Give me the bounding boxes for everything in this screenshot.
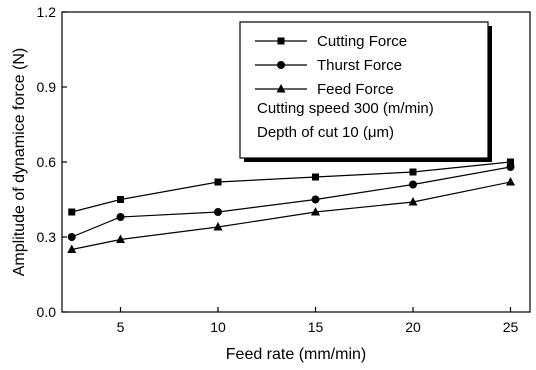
- y-tick-label: 0.6: [37, 154, 57, 170]
- data-point-cutting-force: [68, 208, 76, 216]
- series-line-thurst-force: [71, 166, 511, 238]
- data-point-thurst-force: [409, 180, 417, 189]
- x-tick-label: 10: [210, 319, 226, 335]
- data-point-feed-force: [311, 207, 320, 216]
- y-axis: 0.0 0.3 0.6 0.9 1.2: [37, 4, 67, 320]
- y-tick-label: 1.2: [37, 4, 57, 20]
- data-point-feed-force: [67, 244, 77, 253]
- x-tick-label: 5: [117, 319, 125, 335]
- x-axis-title: Feed rate (mm/min): [226, 346, 366, 363]
- legend: Cutting speed 300 (m/min) Depth of cut 1…: [239, 21, 492, 162]
- x-tick-label: 20: [405, 319, 421, 335]
- legend-note-cutting-speed: Cutting speed 300 (m/min): [257, 100, 434, 117]
- legend-marker-thurst-force: [277, 61, 285, 69]
- data-point-cutting-force: [214, 178, 222, 186]
- data-point-thurst-force: [214, 208, 222, 216]
- series-line-cutting-force: [71, 161, 511, 213]
- series-layer: [67, 158, 515, 253]
- data-point-feed-force: [213, 222, 223, 231]
- x-axis: 5 10 15 20 25: [117, 307, 519, 335]
- y-tick-label: 0.9: [37, 79, 57, 95]
- x-tick-label: 25: [503, 319, 519, 335]
- data-point-feed-force: [408, 197, 418, 206]
- data-point-thurst-force: [311, 195, 320, 204]
- data-point-thurst-force: [506, 163, 515, 171]
- data-point-cutting-force: [117, 196, 124, 203]
- legend-marker-cutting-force: [277, 37, 285, 45]
- y-tick-label: 0.0: [37, 304, 57, 320]
- y-axis-title: Amplitude of dynamice force (N): [11, 48, 28, 277]
- y-tick-label: 0.3: [37, 229, 57, 245]
- legend-label-feed-force: Feed Force: [317, 81, 394, 98]
- x-tick-label: 15: [308, 319, 324, 335]
- legend-note-depth-of-cut: Depth of cut 10 (μm): [257, 124, 394, 141]
- legend-label-thurst-force: Thurst Force: [317, 57, 402, 74]
- legend-marker-feed-force: [276, 84, 286, 93]
- data-point-feed-force: [116, 234, 125, 243]
- data-point-thurst-force: [116, 213, 125, 221]
- data-point-cutting-force: [312, 173, 319, 181]
- data-point-thurst-force: [67, 233, 76, 241]
- data-point-cutting-force: [409, 168, 417, 176]
- series-line-feed-force: [71, 181, 511, 251]
- legend-label-cutting-force: Cutting Force: [317, 33, 407, 50]
- data-point-feed-force: [506, 177, 515, 186]
- data-point-cutting-force: [507, 158, 514, 166]
